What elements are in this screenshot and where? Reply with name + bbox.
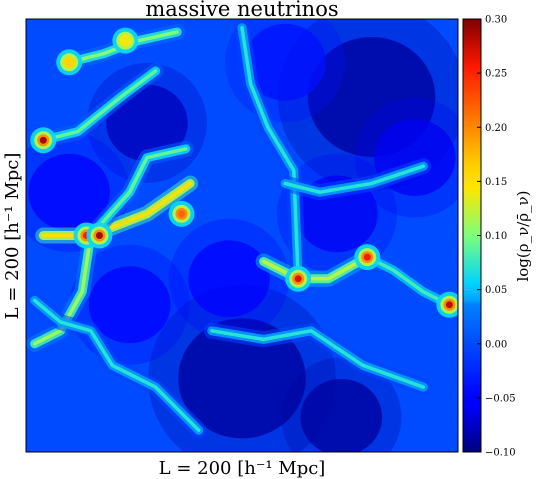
- filament: [240, 25, 300, 281]
- void-region: [300, 378, 383, 452]
- y-axis-label: L = 200 [h⁻¹ Mpc]: [2, 153, 23, 320]
- void-region: [244, 23, 326, 101]
- colorbar-ticks: −0.10 −0.05 0.00 0.05 0.10 0.15 0.20 0.25 0.30: [477, 15, 516, 459]
- colorbar-tick-label: 0.05: [485, 285, 507, 296]
- filament: [261, 255, 370, 281]
- filament: [210, 329, 426, 389]
- colorbar-tick-label: 0.00: [485, 339, 507, 350]
- plot-frame: [25, 18, 459, 453]
- hotspot: [178, 210, 186, 218]
- colorbar-tick-label: 0.20: [485, 123, 507, 134]
- void-region: [106, 84, 188, 162]
- hotspot: [39, 136, 47, 144]
- colorbar-tick-label: 0.30: [485, 15, 507, 26]
- heatmap-area: [26, 19, 458, 452]
- filament: [32, 298, 201, 433]
- colorbar-label: log(ρ_ν/ρ̄_ν): [514, 190, 532, 281]
- hotspot: [445, 301, 453, 309]
- void-region: [28, 153, 111, 231]
- void-region: [178, 318, 306, 439]
- filament: [365, 255, 452, 307]
- filament: [41, 181, 192, 238]
- filament: [89, 147, 188, 238]
- filament: [41, 69, 158, 142]
- colorbar: −0.10 −0.05 0.00 0.05 0.10 0.15 0.20 0.25 0.30 l…: [462, 15, 532, 459]
- hotspot: [121, 37, 129, 45]
- hotspot: [294, 275, 302, 283]
- colorbar-tick-label: 0.25: [485, 69, 507, 80]
- colorbar-tick-label: 0.15: [485, 177, 507, 188]
- heatmap-layer: [26, 19, 458, 452]
- void-region: [188, 240, 270, 318]
- colorbar-tick-label: −0.10: [485, 448, 516, 459]
- void-region: [88, 266, 171, 344]
- colorbar-tick-label: −0.05: [485, 393, 516, 404]
- hotspot: [95, 232, 103, 239]
- x-axis-label: L = 200 [h⁻¹ Mpc]: [159, 458, 326, 479]
- chart-title: massive neutrinos: [145, 0, 338, 21]
- filament: [283, 164, 426, 194]
- hotspot: [65, 58, 73, 66]
- filament: [32, 233, 93, 346]
- colorbar-tick-label: 0.10: [485, 231, 507, 242]
- hotspot: [363, 253, 371, 261]
